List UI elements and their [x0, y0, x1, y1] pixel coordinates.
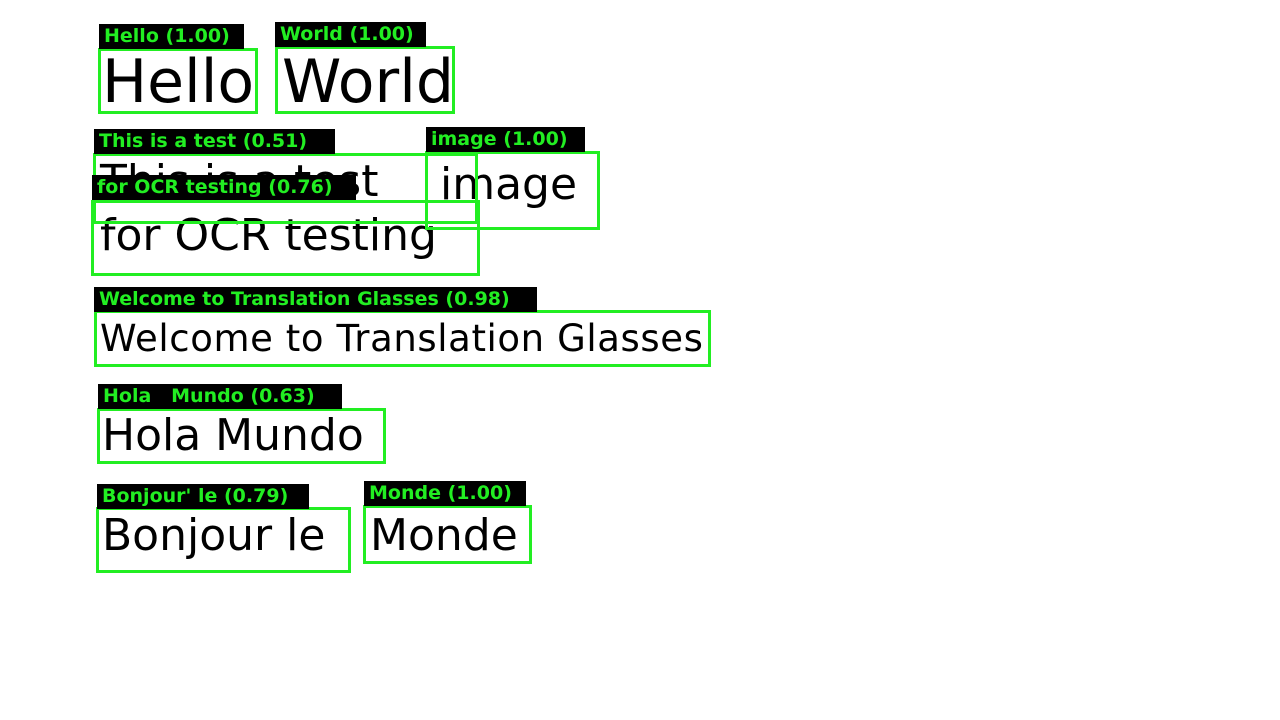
tag-label: Bonjour' le — [102, 485, 218, 507]
tag-label: Welcome to Translation Glasses — [99, 288, 439, 310]
tag-label: World — [280, 23, 343, 45]
text-world: World — [282, 47, 454, 117]
tag-label: image — [431, 128, 497, 150]
tag-confidence: 0.98 — [454, 288, 502, 310]
detection-tag-image: image (1.00) — [426, 127, 585, 152]
text-welcome: Welcome to Translation Glasses — [100, 317, 704, 360]
tag-confidence: 0.76 — [276, 176, 324, 198]
detection-tag-this-is-a-test: This is a test (0.51) — [94, 129, 335, 154]
detection-box-world — [275, 46, 455, 114]
detection-tag-hello: Hello (1.00) — [99, 24, 244, 49]
detection-box-monde — [363, 505, 532, 564]
detection-tag-bonjour-le: Bonjour' le (0.79) — [97, 484, 309, 509]
text-monde: Monde — [370, 510, 518, 561]
text-hola-mundo: Hola Mundo — [102, 410, 364, 461]
detection-box-welcome — [94, 310, 711, 367]
detection-box-image — [425, 151, 600, 230]
detection-box-for-ocr-testing — [91, 200, 480, 276]
tag-label: Monde — [369, 482, 441, 504]
text-hello: Hello — [102, 47, 255, 117]
tag-label: Hola Mundo — [103, 385, 244, 407]
text-image: image — [440, 159, 578, 210]
tag-confidence: 1.00 — [358, 23, 406, 45]
detection-tag-monde: Monde (1.00) — [364, 481, 526, 506]
detection-tag-for-ocr-testing: for OCR testing (0.76) — [92, 175, 356, 200]
tag-confidence: 1.00 — [511, 128, 559, 150]
tag-confidence: 1.00 — [456, 482, 504, 504]
tag-confidence: 1.00 — [174, 25, 222, 47]
text-bonjour-le: Bonjour le — [102, 510, 326, 561]
tag-confidence: 0.51 — [251, 130, 299, 152]
tag-label: Hello — [104, 25, 159, 47]
tag-confidence: 0.63 — [259, 385, 306, 407]
detection-box-bonjour-le — [96, 507, 351, 573]
detection-tag-welcome: Welcome to Translation Glasses (0.98) — [94, 287, 537, 312]
tag-label: for OCR testing — [97, 176, 262, 198]
detection-tag-world: World (1.00) — [275, 22, 426, 47]
detection-tag-hola-mundo: Hola Mundo (0.63) — [98, 384, 342, 409]
text-for-ocr-testing: for OCR testing — [100, 210, 437, 261]
tag-label: This is a test — [99, 130, 237, 152]
tag-confidence: 0.79 — [232, 485, 280, 507]
detection-box-hola-mundo — [97, 408, 386, 464]
detection-box-hello — [98, 48, 258, 114]
